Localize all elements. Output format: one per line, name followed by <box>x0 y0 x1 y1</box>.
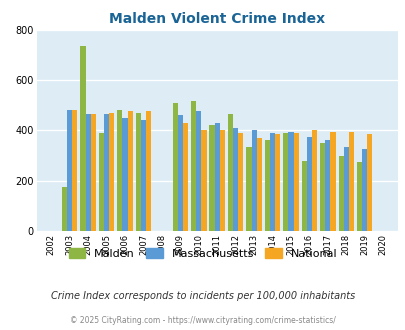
Bar <box>219 130 224 231</box>
Title: Malden Violent Crime Index: Malden Violent Crime Index <box>109 12 324 26</box>
Bar <box>348 132 353 231</box>
Bar <box>104 114 109 231</box>
Bar <box>214 123 219 231</box>
Bar <box>361 149 367 231</box>
Bar <box>311 130 316 231</box>
Bar <box>201 130 206 231</box>
Bar <box>80 46 85 231</box>
Bar <box>246 147 251 231</box>
Bar <box>98 133 104 231</box>
Bar <box>209 125 214 231</box>
Bar <box>238 133 243 231</box>
Bar <box>338 155 343 231</box>
Bar <box>343 147 348 231</box>
Bar <box>135 113 141 231</box>
Text: Crime Index corresponds to incidents per 100,000 inhabitants: Crime Index corresponds to incidents per… <box>51 291 354 301</box>
Bar <box>232 128 238 231</box>
Bar <box>293 133 298 231</box>
Bar <box>191 101 196 231</box>
Bar <box>72 110 77 231</box>
Bar <box>306 137 311 231</box>
Bar <box>288 132 293 231</box>
Bar <box>227 114 232 231</box>
Bar <box>269 133 275 231</box>
Bar <box>275 134 279 231</box>
Bar <box>127 112 132 231</box>
Bar <box>146 112 151 231</box>
Bar <box>196 112 201 231</box>
Bar <box>301 161 306 231</box>
Bar <box>324 141 330 231</box>
Bar <box>367 134 371 231</box>
Bar <box>330 132 335 231</box>
Bar <box>183 123 188 231</box>
Bar <box>62 187 67 231</box>
Bar <box>356 162 361 231</box>
Bar <box>117 110 122 231</box>
Bar <box>85 114 91 231</box>
Bar <box>172 103 177 231</box>
Bar <box>141 120 146 231</box>
Bar <box>122 118 127 231</box>
Bar <box>256 138 261 231</box>
Bar <box>177 115 183 231</box>
Bar <box>283 133 288 231</box>
Text: © 2025 CityRating.com - https://www.cityrating.com/crime-statistics/: © 2025 CityRating.com - https://www.city… <box>70 316 335 325</box>
Bar <box>319 143 324 231</box>
Bar <box>251 130 256 231</box>
Bar <box>91 114 96 231</box>
Bar <box>67 110 72 231</box>
Bar <box>109 113 114 231</box>
Legend: Malden, Massachusetts, National: Malden, Massachusetts, National <box>64 244 341 263</box>
Bar <box>264 141 269 231</box>
